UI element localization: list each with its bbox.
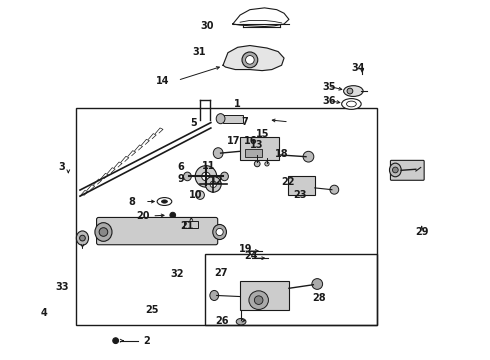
Ellipse shape: [213, 225, 226, 239]
Text: 20: 20: [137, 211, 150, 221]
Ellipse shape: [76, 231, 89, 245]
Text: 11: 11: [202, 161, 216, 171]
Ellipse shape: [303, 151, 314, 162]
Text: 19: 19: [239, 244, 253, 254]
Polygon shape: [223, 45, 284, 71]
Text: 26: 26: [216, 316, 229, 325]
Text: 9: 9: [178, 174, 184, 184]
Ellipse shape: [157, 198, 172, 206]
Bar: [240, 137, 279, 160]
Text: 18: 18: [275, 149, 289, 159]
Text: 28: 28: [312, 293, 326, 303]
Circle shape: [265, 162, 269, 166]
Text: 4: 4: [41, 309, 48, 318]
Text: 15: 15: [256, 129, 269, 139]
Text: 17: 17: [226, 136, 240, 145]
Text: 29: 29: [415, 227, 428, 237]
Text: 24: 24: [244, 251, 258, 261]
FancyBboxPatch shape: [97, 217, 218, 245]
Text: 22: 22: [282, 177, 295, 187]
Circle shape: [113, 338, 119, 343]
Circle shape: [202, 172, 210, 181]
Bar: [205, 253, 377, 325]
Ellipse shape: [162, 200, 168, 203]
Text: 23: 23: [293, 190, 306, 200]
Ellipse shape: [210, 291, 219, 301]
Text: 14: 14: [156, 76, 170, 86]
Text: 5: 5: [190, 118, 197, 128]
Circle shape: [210, 181, 217, 188]
Circle shape: [195, 166, 217, 187]
FancyBboxPatch shape: [391, 160, 424, 180]
Text: 36: 36: [322, 96, 336, 106]
Ellipse shape: [213, 148, 223, 158]
Circle shape: [99, 228, 108, 236]
Bar: [245, 149, 262, 157]
Text: 33: 33: [55, 282, 69, 292]
Text: 25: 25: [145, 305, 158, 315]
Bar: [75, 108, 377, 325]
Circle shape: [216, 228, 223, 235]
Circle shape: [347, 88, 353, 94]
Text: 30: 30: [200, 21, 214, 31]
Text: 2: 2: [144, 336, 150, 346]
Text: 27: 27: [215, 268, 228, 278]
Text: 35: 35: [322, 82, 336, 92]
Bar: [223, 115, 243, 123]
Circle shape: [254, 296, 263, 305]
Ellipse shape: [236, 319, 246, 325]
Circle shape: [79, 235, 85, 241]
Bar: [288, 176, 315, 195]
Text: 13: 13: [250, 140, 264, 150]
Ellipse shape: [249, 291, 269, 310]
Text: 7: 7: [241, 117, 248, 127]
Ellipse shape: [95, 223, 112, 241]
Text: 1: 1: [234, 99, 241, 109]
Circle shape: [170, 212, 175, 218]
Circle shape: [196, 191, 204, 199]
Bar: [184, 221, 197, 228]
Text: 6: 6: [178, 162, 184, 172]
Ellipse shape: [312, 279, 322, 289]
Text: 32: 32: [171, 269, 184, 279]
Text: 3: 3: [58, 162, 65, 172]
Ellipse shape: [346, 101, 356, 107]
Circle shape: [254, 161, 260, 167]
Text: 16: 16: [244, 136, 258, 145]
Text: 34: 34: [351, 63, 365, 73]
Bar: [194, 224, 206, 230]
Bar: [240, 281, 289, 310]
Ellipse shape: [183, 172, 191, 181]
Text: 21: 21: [181, 221, 194, 231]
Circle shape: [392, 167, 398, 173]
Circle shape: [242, 52, 258, 68]
Ellipse shape: [342, 99, 361, 109]
Ellipse shape: [343, 86, 363, 96]
Text: 8: 8: [129, 197, 136, 207]
Circle shape: [205, 176, 221, 192]
Circle shape: [245, 55, 254, 64]
Ellipse shape: [330, 185, 339, 194]
Text: 12: 12: [210, 176, 223, 186]
Ellipse shape: [220, 172, 228, 181]
Ellipse shape: [216, 114, 225, 124]
Text: 10: 10: [189, 190, 202, 200]
Text: 31: 31: [192, 46, 206, 57]
Ellipse shape: [390, 163, 401, 177]
